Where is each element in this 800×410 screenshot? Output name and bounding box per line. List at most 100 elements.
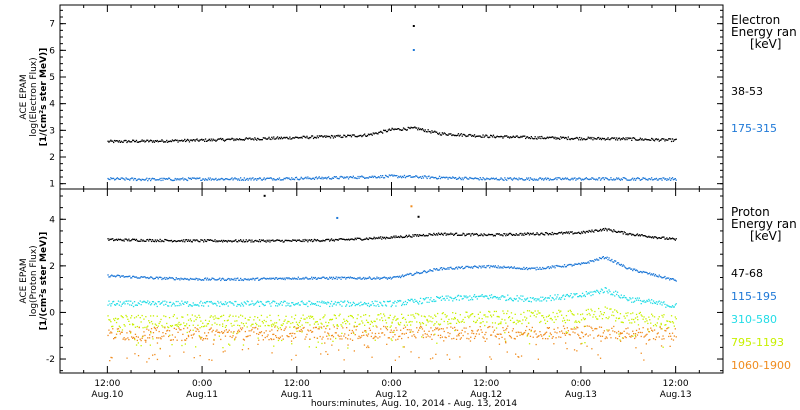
data-point — [151, 323, 154, 325]
data-point — [339, 304, 341, 306]
data-point — [364, 302, 366, 304]
data-point — [412, 234, 414, 236]
data-point — [183, 179, 185, 181]
data-point — [451, 338, 453, 340]
data-point — [446, 176, 448, 179]
data-point — [613, 229, 615, 231]
data-point — [410, 176, 412, 178]
data-point — [356, 304, 358, 306]
data-point — [459, 234, 461, 236]
data-point — [114, 239, 116, 241]
data-point — [286, 136, 288, 139]
data-point — [647, 179, 649, 181]
data-point — [396, 175, 398, 177]
data-point — [503, 179, 505, 181]
data-point — [142, 178, 144, 181]
data-point — [276, 305, 279, 307]
data-point — [252, 323, 254, 325]
data-point — [386, 278, 389, 280]
data-point — [400, 321, 402, 324]
data-point — [328, 135, 330, 138]
data-point — [628, 319, 630, 321]
data-point — [293, 137, 295, 139]
data-point — [221, 278, 223, 280]
data-point — [545, 232, 548, 234]
data-point — [420, 234, 423, 237]
data-point — [218, 278, 220, 280]
data-point — [222, 351, 224, 353]
data-point — [213, 339, 215, 341]
data-point — [241, 241, 244, 243]
data-point — [299, 137, 301, 139]
data-point — [658, 300, 660, 302]
data-point — [581, 332, 584, 334]
data-point — [225, 303, 227, 305]
data-point — [393, 235, 395, 237]
data-point — [386, 176, 389, 178]
data-point — [222, 332, 225, 334]
data-point — [568, 232, 570, 235]
data-point — [365, 238, 367, 240]
data-point — [597, 290, 599, 292]
data-point — [354, 334, 356, 336]
data-point — [619, 264, 622, 266]
data-point — [384, 277, 387, 279]
data-point — [551, 136, 553, 138]
data-point — [207, 139, 210, 141]
data-point — [674, 138, 676, 141]
data-point — [134, 178, 137, 180]
data-point — [586, 138, 588, 140]
data-point — [205, 335, 208, 337]
data-point — [182, 177, 184, 179]
data-point — [396, 329, 398, 331]
data-point — [220, 338, 222, 341]
data-point — [256, 179, 258, 181]
data-point — [329, 303, 332, 305]
data-point — [232, 332, 234, 334]
data-point — [367, 345, 369, 347]
data-point — [225, 138, 227, 141]
data-point — [145, 178, 147, 180]
data-point — [253, 241, 255, 243]
data-point — [277, 339, 280, 342]
y-tick-label: 0 — [49, 308, 55, 318]
data-point — [576, 293, 578, 295]
data-point — [508, 178, 510, 180]
data-point — [271, 352, 273, 354]
data-point — [584, 262, 586, 264]
data-point — [345, 278, 347, 280]
data-point — [590, 308, 592, 310]
data-point — [323, 276, 325, 278]
data-point — [595, 259, 597, 261]
data-point — [363, 344, 366, 346]
data-point — [204, 332, 206, 334]
data-point — [399, 236, 401, 239]
data-point — [637, 177, 640, 179]
data-point — [580, 319, 583, 321]
data-point — [319, 177, 321, 179]
data-point — [371, 332, 373, 334]
data-point — [192, 139, 194, 141]
data-point — [262, 239, 264, 241]
data-point — [550, 317, 552, 320]
data-point — [127, 240, 129, 242]
data-point — [371, 238, 373, 240]
data-point — [292, 137, 294, 139]
data-point — [338, 335, 340, 338]
data-point — [534, 136, 536, 138]
data-point — [190, 334, 192, 336]
data-point — [469, 133, 471, 136]
data-point — [383, 300, 385, 303]
data-point — [484, 234, 486, 236]
data-point — [192, 278, 194, 280]
data-point — [183, 351, 185, 353]
data-point — [172, 240, 174, 242]
data-point — [609, 259, 611, 261]
data-point — [395, 128, 397, 130]
data-point — [389, 314, 391, 316]
data-point — [665, 278, 667, 280]
data-point — [123, 276, 125, 278]
data-point — [163, 141, 165, 143]
data-point — [372, 176, 374, 179]
data-point — [612, 261, 614, 263]
